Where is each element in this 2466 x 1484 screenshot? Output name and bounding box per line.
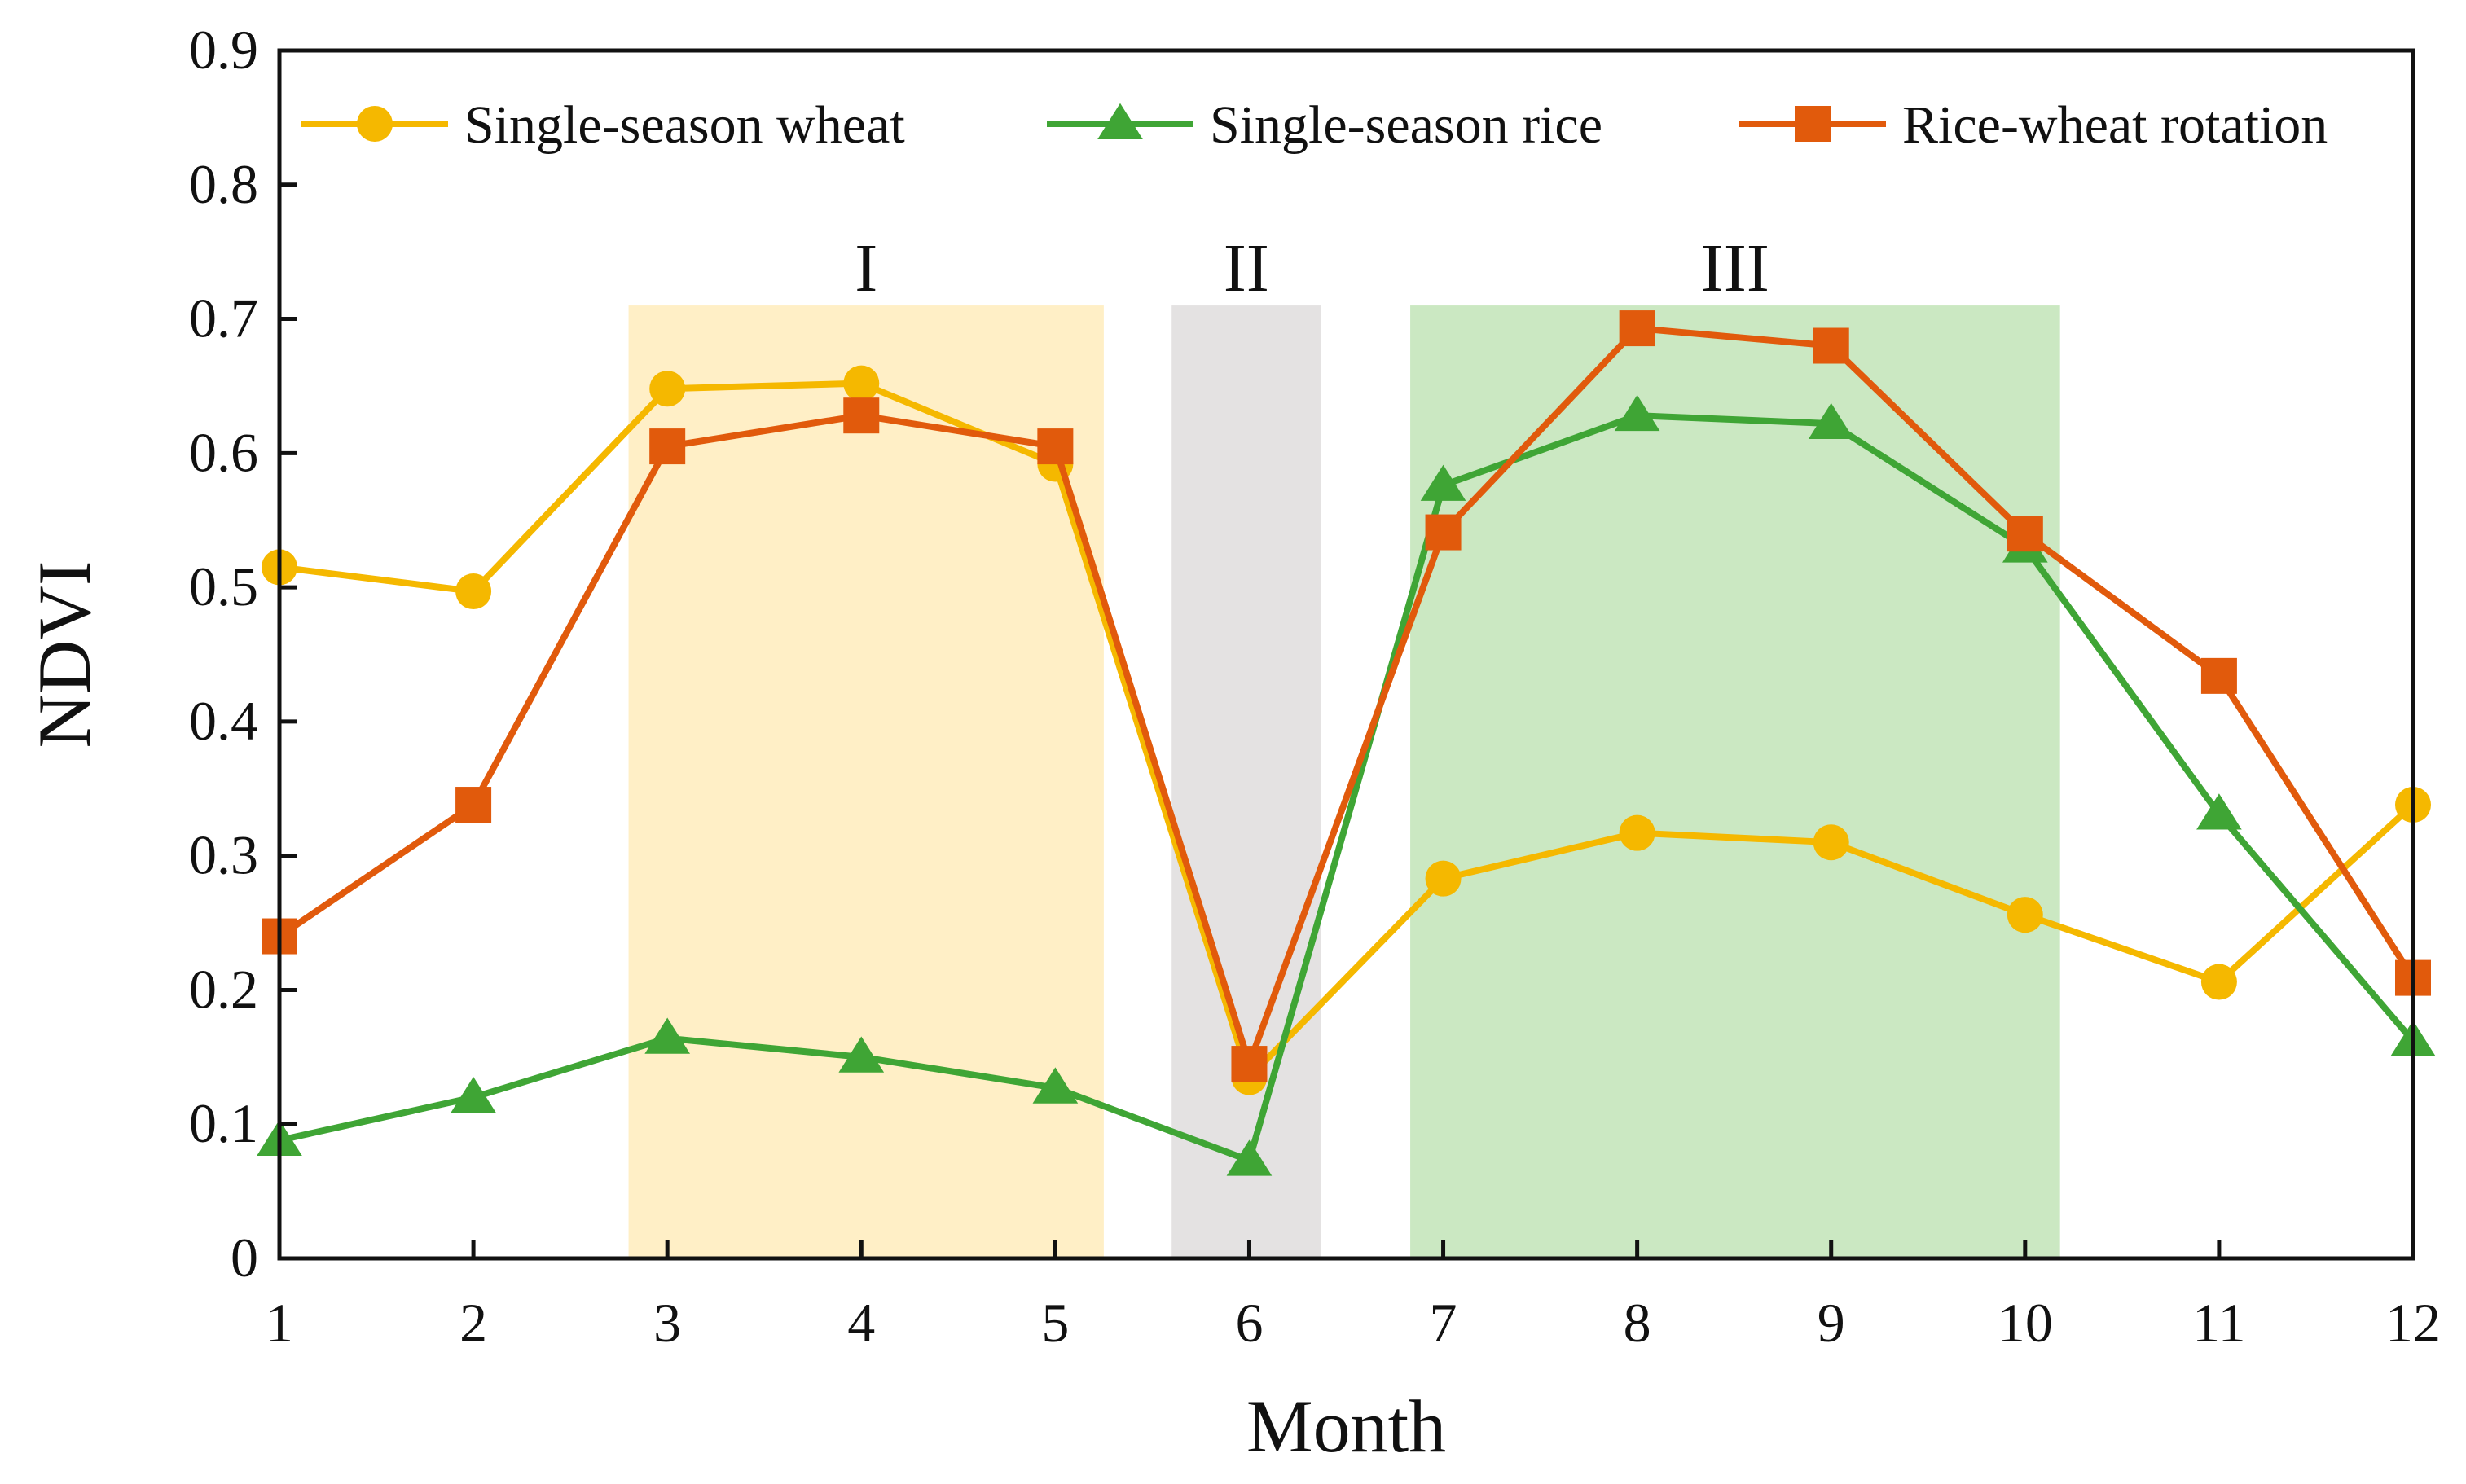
series-2 — [262, 310, 2431, 1082]
x-tick-label: 4 — [847, 1292, 875, 1354]
band-ii — [1171, 305, 1321, 1259]
band-i — [628, 305, 1104, 1259]
data-point-0-2 — [455, 573, 492, 610]
axis-ticks: 00.10.20.30.40.50.60.70.80.91 2 3 4 5 6 7 8 9 10 1… — [189, 19, 2441, 1354]
legend-marker-2 — [1795, 106, 1831, 142]
x-tick-label: 10 — [1998, 1292, 2053, 1354]
data-point-1-8 — [1614, 394, 1660, 432]
data-point-0-7 — [1425, 860, 1462, 897]
data-point-1-7 — [1420, 464, 1466, 501]
data-point-0-9 — [1813, 824, 1849, 861]
data-point-0-4 — [843, 365, 880, 402]
x-tick-label: 12 — [2385, 1292, 2441, 1354]
legend-label-2: Rice-wheat rotation — [1902, 95, 2328, 155]
data-point-2-11 — [2200, 657, 2237, 694]
band-label-i: I — [855, 231, 877, 306]
series-lines — [257, 310, 2436, 1176]
legend-label-1: Single-season rice — [1210, 95, 1602, 155]
series-1 — [257, 394, 2436, 1176]
legend-marker-1 — [1097, 103, 1143, 139]
data-point-2-7 — [1425, 514, 1462, 551]
y-tick-label: 0.9 — [189, 19, 258, 81]
x-tick-label: 9 — [1818, 1292, 1845, 1354]
x-tick-label: 6 — [1235, 1292, 1263, 1354]
legend-item-0: Single-season wheat — [301, 95, 905, 155]
y-tick-label: 0.2 — [189, 958, 258, 1020]
y-tick-label: 0.3 — [189, 824, 258, 886]
data-point-2-9 — [1813, 327, 1849, 364]
x-tick-label: 11 — [2192, 1292, 2245, 1354]
x-tick-label: 7 — [1430, 1292, 1457, 1354]
y-axis-title: NDVI — [23, 561, 106, 749]
x-tick-label: 2 — [459, 1292, 487, 1354]
y-tick-label: 0.5 — [189, 555, 258, 617]
y-tick-label: 0 — [231, 1227, 258, 1289]
x-tick-label: 8 — [1624, 1292, 1651, 1354]
y-tick-label: 0.4 — [189, 690, 258, 752]
series-0 — [262, 365, 2431, 1095]
data-point-2-5 — [1037, 428, 1074, 465]
band-iii — [1410, 305, 2060, 1259]
data-point-1-6 — [1226, 1139, 1273, 1176]
data-point-0-8 — [1619, 814, 1655, 851]
y-tick-label: 0.6 — [189, 421, 258, 483]
series-line-1 — [279, 412, 2416, 1164]
y-tick-label: 0.7 — [189, 288, 258, 349]
legend-marker-0 — [357, 106, 393, 142]
highlight-bands — [628, 305, 2060, 1259]
legend-item-1: Single-season rice — [1047, 95, 1602, 155]
x-tick-label: 5 — [1041, 1292, 1069, 1354]
series-line-2 — [277, 325, 2416, 1068]
series-line-0 — [279, 380, 2415, 1081]
data-point-2-8 — [1619, 310, 1655, 347]
x-tick-label: 3 — [653, 1292, 681, 1354]
data-point-2-4 — [843, 397, 880, 434]
data-point-2-3 — [649, 428, 686, 465]
x-axis-title: Month — [1246, 1385, 1446, 1468]
y-tick-label: 0.8 — [189, 153, 258, 215]
data-point-0-11 — [2200, 964, 2237, 1000]
data-point-2-6 — [1231, 1046, 1268, 1082]
x-tick-label: 1 — [266, 1292, 293, 1354]
band-label-ii: II — [1224, 231, 1269, 306]
data-point-1-5 — [1032, 1067, 1079, 1104]
data-point-2-2 — [455, 787, 492, 823]
band-label-iii: III — [1701, 231, 1769, 306]
legend: Single-season wheat Single-season rice Ric… — [301, 95, 2328, 155]
data-point-1-3 — [644, 1017, 691, 1054]
data-point-0-3 — [649, 371, 686, 407]
legend-item-2: Rice-wheat rotation — [1739, 95, 2328, 155]
legend-label-0: Single-season wheat — [464, 95, 905, 155]
data-point-0-10 — [2007, 897, 2043, 933]
plot-frame — [277, 48, 2415, 1261]
data-point-1-4 — [838, 1036, 885, 1073]
data-point-1-2 — [451, 1076, 496, 1113]
data-point-2-10 — [2007, 516, 2043, 552]
y-tick-label: 0.1 — [189, 1092, 258, 1154]
band-labels: I II III — [855, 231, 1769, 306]
data-point-1-9 — [1808, 402, 1854, 440]
data-point-1-11 — [2196, 793, 2242, 830]
